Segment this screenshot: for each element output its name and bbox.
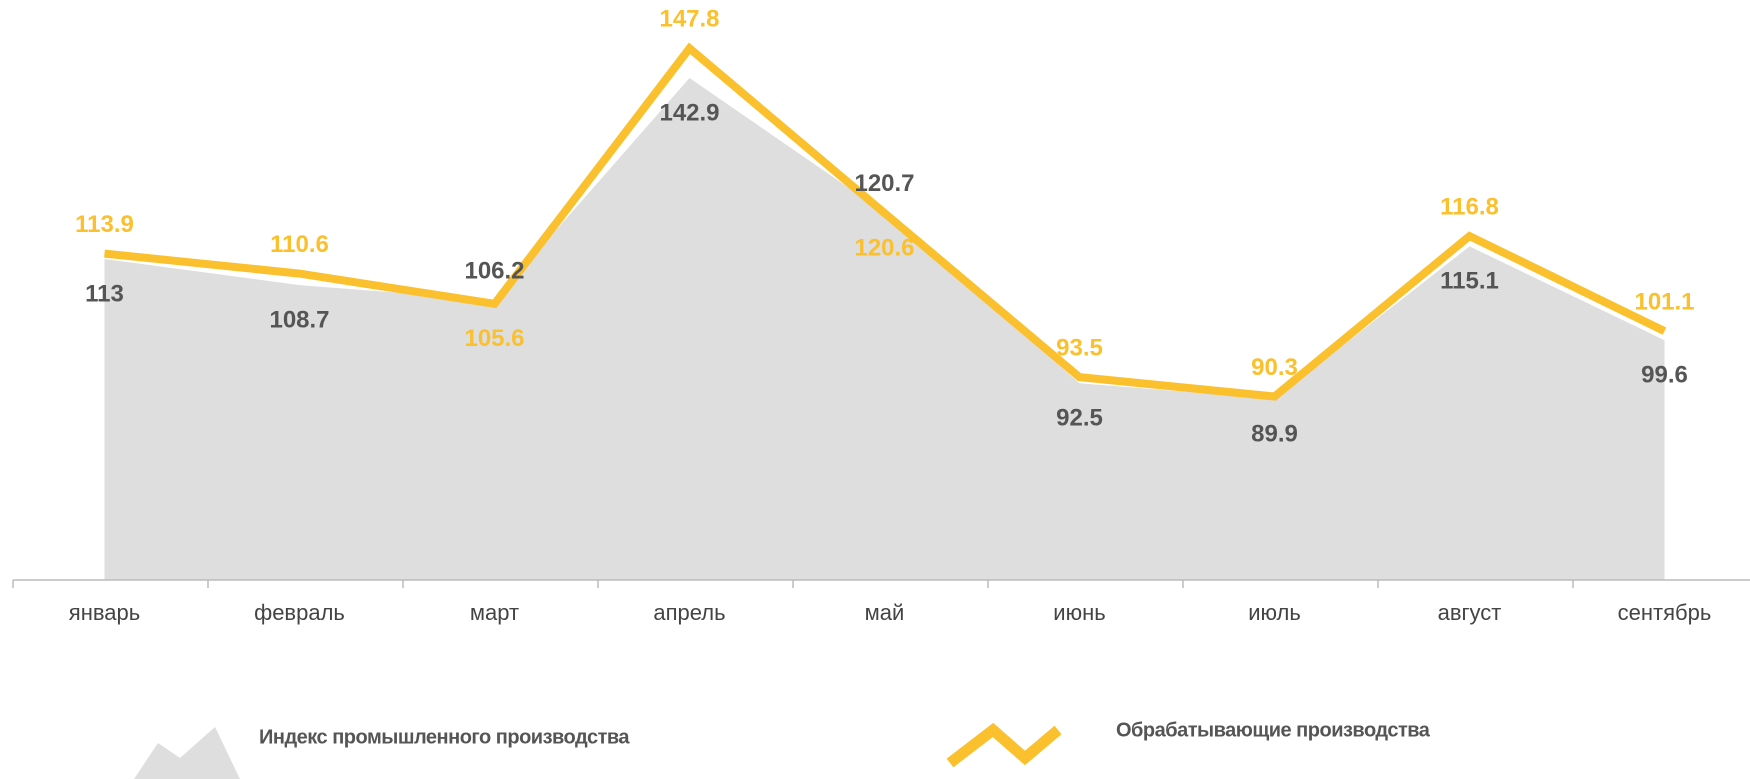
data-label: 105.6	[464, 325, 524, 352]
data-label: 147.8	[659, 6, 719, 33]
x-tick-label: июнь	[1053, 600, 1105, 625]
x-tick-label: сентябрь	[1618, 600, 1712, 625]
data-label: 116.8	[1440, 193, 1499, 220]
data-label: 89.9	[1251, 420, 1298, 447]
data-label: 113	[85, 280, 124, 307]
data-label: 92.5	[1056, 405, 1103, 432]
line	[104, 42, 1667, 401]
data-label: 142.9	[659, 99, 719, 126]
data-label: 90.3	[1251, 354, 1298, 381]
x-tick-label: май	[865, 600, 905, 625]
x-tick-label: август	[1438, 600, 1502, 625]
x-tick-label: июль	[1248, 600, 1301, 625]
legend-line-icon	[946, 722, 1062, 768]
x-tick-label: март	[470, 600, 519, 625]
data-label: 108.7	[269, 306, 329, 333]
legend-label: Индекс промышленного производства	[259, 726, 630, 748]
data-label: 120.6	[854, 234, 914, 261]
x-tick-label: январь	[69, 600, 140, 625]
data-label: 93.5	[1056, 334, 1103, 361]
data-label: 101.1	[1634, 288, 1694, 315]
legend-label: Обрабатывающие производства	[1116, 719, 1431, 741]
x-tick-label: апрель	[653, 600, 725, 625]
legend-area-icon	[134, 727, 240, 779]
data-label: 113.9	[75, 211, 134, 238]
area	[104, 77, 1665, 580]
x-tick-label: февраль	[254, 600, 345, 625]
data-label: 115.1	[1440, 268, 1499, 295]
data-label: 99.6	[1641, 362, 1688, 389]
data-label: 106.2	[464, 258, 524, 285]
data-label: 110.6	[270, 231, 329, 258]
data-label: 120.7	[854, 170, 914, 197]
